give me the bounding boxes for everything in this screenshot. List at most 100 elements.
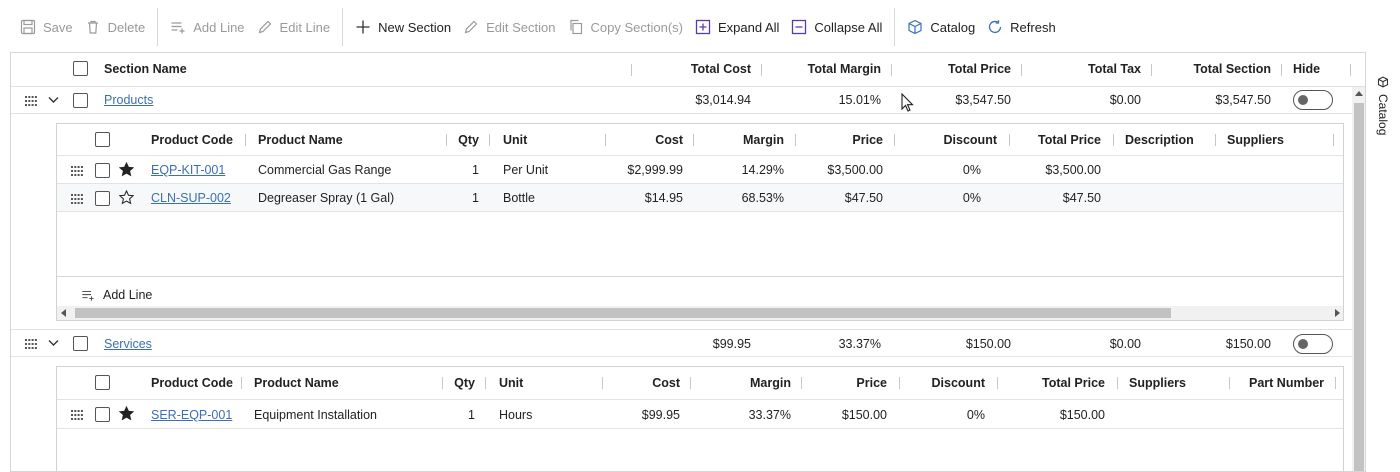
hide-section-toggle[interactable]: [1293, 90, 1333, 110]
column-resizer[interactable]: [997, 377, 998, 389]
column-resizer[interactable]: [761, 64, 762, 76]
section-row[interactable]: Services $99.95 33.37% $150.00 $0.00 $15…: [11, 329, 1352, 357]
copy-sections-button[interactable]: Copy Section(s): [562, 12, 689, 42]
column-resizer[interactable]: [605, 134, 606, 146]
product-code-link[interactable]: SER-EQP-001: [151, 408, 233, 422]
product-code-header[interactable]: Product Code: [151, 376, 233, 390]
column-resizer[interactable]: [795, 134, 796, 146]
hide-section-toggle[interactable]: [1293, 334, 1333, 354]
line-row[interactable]: EQP-KIT-001 Commercial Gas Range 1 Per U…: [57, 156, 1343, 184]
column-resizer[interactable]: [1215, 134, 1216, 146]
line-checkbox[interactable]: [95, 163, 110, 178]
column-resizer[interactable]: [894, 134, 895, 146]
horizontal-scrollbar[interactable]: [57, 306, 1343, 320]
total-margin-header[interactable]: Total Margin: [807, 62, 881, 76]
product-name-header[interactable]: Product Name: [254, 376, 339, 390]
column-resizer[interactable]: [1350, 64, 1351, 76]
add-line-button[interactable]: Add Line: [164, 12, 250, 42]
chevron-down-icon[interactable]: [48, 96, 59, 104]
catalog-side-tab[interactable]: Catalog: [1374, 76, 1392, 135]
drag-grip-icon[interactable]: [25, 339, 37, 349]
edit-section-button[interactable]: Edit Section: [457, 12, 561, 42]
vertical-scroll-thumb[interactable]: [1354, 103, 1364, 471]
description-header[interactable]: Description: [1125, 133, 1194, 147]
unit-header[interactable]: Unit: [499, 376, 524, 390]
column-resizer[interactable]: [1229, 377, 1230, 389]
column-resizer[interactable]: [1335, 377, 1336, 389]
hide-header[interactable]: Hide: [1293, 62, 1321, 76]
column-resizer[interactable]: [241, 377, 242, 389]
column-resizer[interactable]: [489, 134, 490, 146]
product-name-header[interactable]: Product Name: [258, 133, 343, 147]
column-resizer[interactable]: [442, 377, 443, 389]
section-row[interactable]: Products $3,014.94 15.01% $3,547.50 $0.0…: [11, 87, 1352, 114]
total-cost-header[interactable]: Total Cost: [690, 62, 751, 76]
star-outline-icon[interactable]: [119, 190, 134, 205]
vertical-scrollbar[interactable]: [1352, 87, 1365, 471]
suppliers-header[interactable]: Suppliers: [1129, 376, 1186, 390]
column-resizer[interactable]: [602, 377, 603, 389]
product-code-link[interactable]: CLN-SUP-002: [151, 191, 231, 205]
refresh-button[interactable]: Refresh: [981, 12, 1062, 42]
column-resizer[interactable]: [899, 377, 900, 389]
select-all-checkbox[interactable]: [73, 61, 88, 76]
edit-line-button[interactable]: Edit Line: [251, 12, 337, 42]
select-all-lines-checkbox[interactable]: [95, 375, 110, 390]
margin-header[interactable]: Margin: [743, 133, 784, 147]
discount-header[interactable]: Discount: [943, 133, 997, 147]
column-resizer[interactable]: [1333, 134, 1334, 146]
qty-header[interactable]: Qty: [458, 133, 479, 147]
column-resizer[interactable]: [1281, 64, 1282, 76]
select-all-lines-checkbox[interactable]: [95, 132, 110, 147]
line-checkbox[interactable]: [95, 407, 110, 422]
collapse-all-button[interactable]: Collapse All: [785, 12, 888, 42]
total-tax-header[interactable]: Total Tax: [1087, 62, 1141, 76]
column-resizer[interactable]: [631, 64, 632, 76]
column-resizer[interactable]: [1117, 377, 1118, 389]
line-checkbox[interactable]: [95, 191, 110, 206]
star-icon[interactable]: [119, 162, 134, 177]
column-resizer[interactable]: [1021, 64, 1022, 76]
star-icon[interactable]: [119, 406, 134, 421]
total-price-header[interactable]: Total Price: [1038, 133, 1101, 147]
qty-header[interactable]: Qty: [454, 376, 475, 390]
drag-grip-icon[interactable]: [71, 166, 83, 176]
line-row[interactable]: CLN-SUP-002 Degreaser Spray (1 Gal) 1 Bo…: [57, 184, 1343, 212]
delete-button[interactable]: Delete: [79, 12, 152, 42]
column-resizer[interactable]: [1113, 134, 1114, 146]
expand-all-button[interactable]: Expand All: [689, 12, 785, 42]
drag-grip-icon[interactable]: [71, 194, 83, 204]
section-name-link[interactable]: Services: [104, 337, 152, 351]
column-resizer[interactable]: [1009, 134, 1010, 146]
total-price-header[interactable]: Total Price: [948, 62, 1011, 76]
product-code-header[interactable]: Product Code: [151, 133, 233, 147]
column-resizer[interactable]: [801, 377, 802, 389]
scroll-left-arrow-icon[interactable]: [61, 309, 66, 317]
suppliers-header[interactable]: Suppliers: [1227, 133, 1284, 147]
column-resizer[interactable]: [446, 134, 447, 146]
section-name-link[interactable]: Products: [104, 93, 154, 107]
column-resizer[interactable]: [245, 134, 246, 146]
section-checkbox[interactable]: [73, 336, 88, 351]
column-resizer[interactable]: [1151, 64, 1152, 76]
total-section-header[interactable]: Total Section: [1193, 62, 1271, 76]
drag-grip-icon[interactable]: [25, 96, 37, 106]
column-resizer[interactable]: [485, 377, 486, 389]
total-price-header[interactable]: Total Price: [1042, 376, 1105, 390]
unit-header[interactable]: Unit: [503, 133, 528, 147]
column-resizer[interactable]: [891, 64, 892, 76]
price-header[interactable]: Price: [856, 376, 887, 390]
part-number-header[interactable]: Part Number: [1249, 376, 1325, 390]
discount-header[interactable]: Discount: [931, 376, 985, 390]
price-header[interactable]: Price: [852, 133, 883, 147]
cost-header[interactable]: Cost: [655, 133, 683, 147]
line-row[interactable]: SER-EQP-001 Equipment Installation 1 Hou…: [57, 400, 1343, 429]
column-resizer[interactable]: [690, 377, 691, 389]
margin-header[interactable]: Margin: [750, 376, 791, 390]
drag-grip-icon[interactable]: [71, 410, 83, 420]
new-section-button[interactable]: New Section: [349, 12, 457, 42]
horizontal-scroll-thumb[interactable]: [75, 308, 1171, 318]
cost-header[interactable]: Cost: [652, 376, 680, 390]
section-name-header[interactable]: Section Name: [104, 62, 187, 76]
save-button[interactable]: Save: [14, 12, 79, 42]
